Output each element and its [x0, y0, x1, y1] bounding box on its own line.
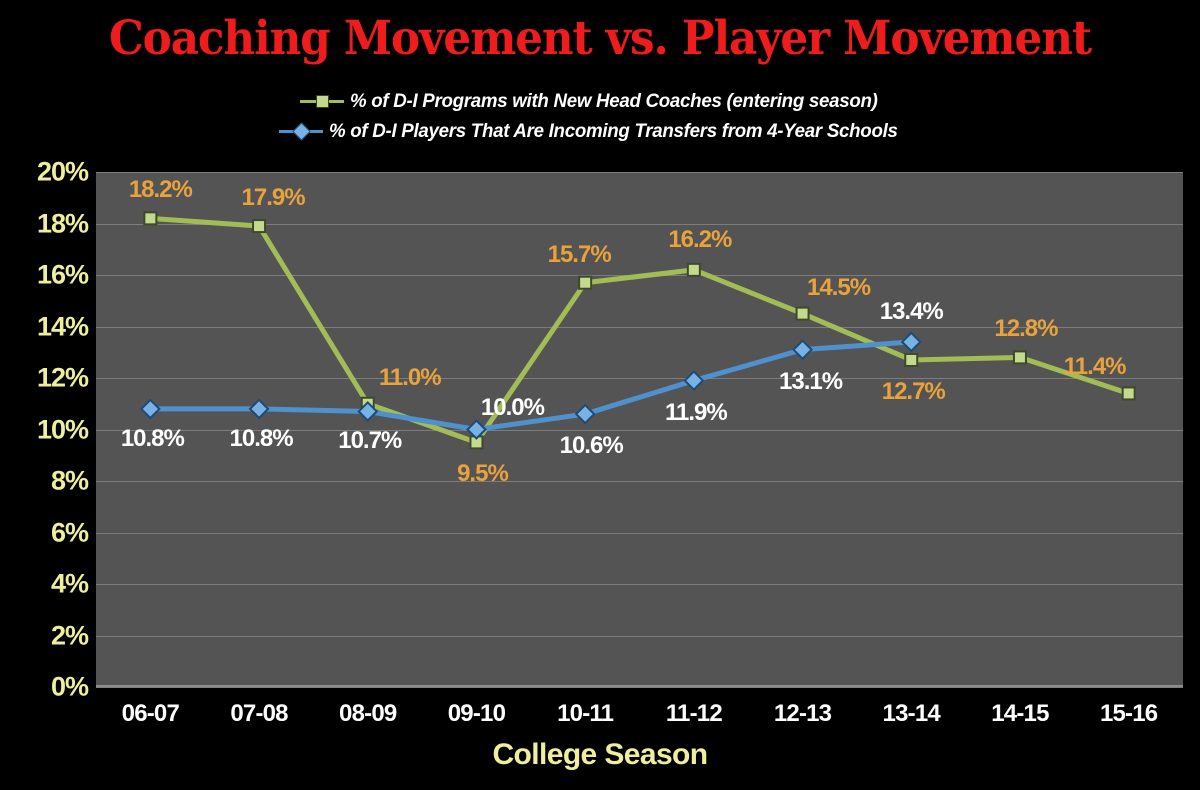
x-axis-tick-label: 14-15 [991, 700, 1049, 727]
gridline [96, 429, 1183, 431]
x-axis-tick-label: 11-12 [665, 700, 723, 727]
diamond-marker-icon[interactable] [792, 339, 813, 361]
y-axis-tick-label: 14% [36, 311, 89, 341]
gridline [96, 481, 1183, 482]
square-marker-icon[interactable] [795, 306, 810, 321]
x-axis-tick-label: 06-07 [121, 700, 180, 727]
y-axis-tick-label: 18% [36, 208, 89, 238]
x-axis-tick-label: 07-08 [230, 700, 288, 727]
diamond-marker-icon[interactable] [139, 398, 161, 420]
legend-item-transfers[interactable]: % of D-I Players That Are Incoming Trans… [278, 118, 921, 144]
gridline [96, 532, 1183, 534]
square-marker-icon[interactable] [686, 262, 701, 277]
square-marker-icon[interactable] [904, 352, 919, 367]
y-axis-tick-label: 0% [50, 671, 89, 702]
x-axis-tick-label: 12-13 [773, 700, 832, 727]
diamond-marker-icon[interactable] [357, 401, 379, 422]
gridline [96, 326, 1183, 328]
x-axis-title: College Season [492, 738, 708, 771]
gridline [96, 172, 1183, 173]
x-axis-baseline [96, 685, 1183, 687]
y-axis-tick-label: 6% [50, 517, 89, 547]
y-axis-tick-label: 2% [50, 620, 89, 650]
x-axis-tick-label: 10-11 [557, 700, 614, 727]
plot-area: 18.2% 17.9% 11.0% 9.5% 15.7% 16.2% 14.5% 12.7% 1… [96, 172, 1183, 688]
gridline [96, 223, 1183, 225]
x-axis-tick-label: 09-10 [447, 700, 506, 727]
y-axis-tick-label: 20% [36, 156, 89, 187]
y-axis-tick-label: 8% [50, 465, 89, 496]
legend-label-coaching: % of D-I Programs with New Head Coaches … [350, 89, 878, 112]
gridline [96, 584, 1183, 585]
gridline [96, 635, 1183, 637]
y-axis-tick-label: 10% [36, 414, 89, 444]
diamond-marker-icon[interactable] [574, 403, 596, 425]
gridline [96, 687, 1183, 688]
legend-item-coaching[interactable]: % of D-I Programs with New Head Coaches … [300, 88, 900, 114]
series-layer [139, 211, 1136, 450]
diamond-marker-icon [278, 121, 323, 141]
square-marker-icon[interactable] [1121, 386, 1136, 401]
chart-title: Coaching Movement vs. Player Movement [109, 11, 1092, 66]
square-marker-icon[interactable] [1012, 350, 1027, 365]
y-axis-tick-label: 16% [36, 259, 89, 290]
chart-legend: % of D-I Programs with New Head Coaches … [0, 88, 1200, 144]
diamond-marker-icon[interactable] [900, 331, 922, 353]
x-axis-tick-label: 15-16 [1099, 700, 1158, 727]
y-axis-tick-label: 12% [36, 362, 89, 393]
diamond-marker-icon[interactable] [683, 370, 705, 391]
y-axis-tick-label: 4% [50, 568, 89, 599]
diamond-marker-icon[interactable] [248, 398, 270, 420]
square-marker-icon[interactable] [252, 219, 267, 234]
x-axis-tick-label: 13-14 [882, 700, 941, 727]
diamond-marker-icon[interactable] [466, 419, 487, 440]
gridline [96, 378, 1183, 379]
x-axis-tick-label: 08-09 [339, 700, 397, 727]
series-line [147, 215, 1132, 445]
series-line [147, 339, 914, 432]
square-marker-icon[interactable] [578, 275, 593, 290]
square-marker-icon [300, 91, 345, 111]
square-marker-icon[interactable] [143, 211, 158, 226]
legend-label-transfers: % of D-I Players That Are Incoming Trans… [328, 119, 898, 142]
